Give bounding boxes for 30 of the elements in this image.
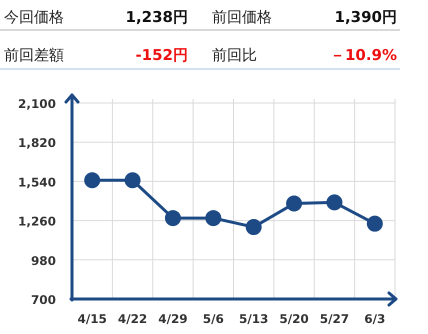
y-tick-label: 2,100 <box>18 97 56 111</box>
y-tick-label: 1,820 <box>18 136 56 150</box>
text: －10.9% <box>330 46 397 64</box>
text: 1,238円 <box>126 8 188 26</box>
point <box>205 210 222 226</box>
y-tick-label: 980 <box>30 254 56 268</box>
text: -152円 <box>135 46 188 64</box>
point <box>246 219 262 236</box>
point <box>84 172 100 188</box>
x-tick-label: 4/22 <box>118 312 148 326</box>
y-tick-label: 1,540 <box>18 175 56 190</box>
text: 前回比 <box>212 46 257 64</box>
text: 前回価格 <box>212 8 272 26</box>
x-tick-label: 5/13 <box>238 312 268 326</box>
x-tick-label: 5/6 <box>202 312 224 326</box>
y-tick-label: 1,260 <box>18 214 56 229</box>
x-tick-label: 4/15 <box>77 312 107 326</box>
x-tick-label: 4/29 <box>158 312 188 326</box>
point <box>164 210 181 226</box>
point <box>124 172 141 188</box>
point <box>366 216 383 232</box>
point <box>326 194 342 210</box>
x-tick-label: 5/20 <box>279 312 309 326</box>
text: 1,390円 <box>334 8 397 26</box>
text: 今回価格 <box>4 8 64 26</box>
text: 前回差額 <box>4 46 64 64</box>
y-tick-label: 700 <box>30 293 56 307</box>
point <box>286 196 302 212</box>
x-tick-label: 5/27 <box>320 312 350 326</box>
x-tick-label: 6/3 <box>364 312 386 326</box>
